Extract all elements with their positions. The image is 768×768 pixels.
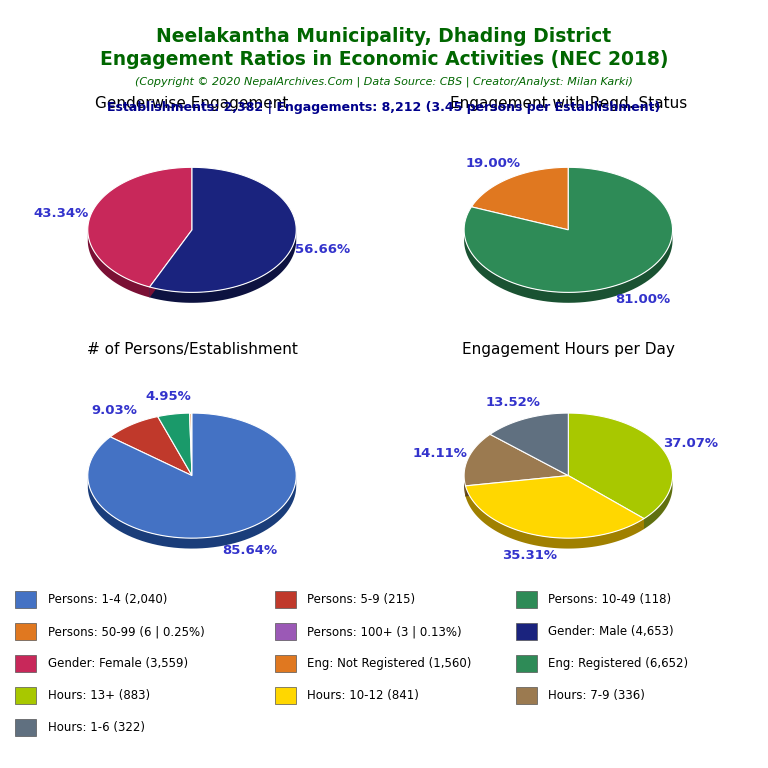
Text: Hours: 13+ (883): Hours: 13+ (883) [48,689,150,702]
FancyBboxPatch shape [15,687,36,704]
FancyBboxPatch shape [516,687,537,704]
Text: Eng: Registered (6,652): Eng: Registered (6,652) [548,657,688,670]
Text: 56.66%: 56.66% [295,243,350,256]
FancyBboxPatch shape [516,591,537,608]
Polygon shape [191,413,192,475]
Text: 35.31%: 35.31% [502,549,557,562]
FancyBboxPatch shape [15,655,36,672]
Polygon shape [150,230,192,297]
Title: Engagement Hours per Day: Engagement Hours per Day [462,342,675,357]
Polygon shape [157,413,192,475]
Text: Neelakantha Municipality, Dhading District: Neelakantha Municipality, Dhading Distri… [157,27,611,46]
Polygon shape [568,475,644,529]
FancyBboxPatch shape [516,623,537,641]
FancyBboxPatch shape [15,623,36,641]
Polygon shape [150,230,192,297]
Title: Genderwise Engagement: Genderwise Engagement [95,96,289,111]
FancyBboxPatch shape [15,719,36,736]
Polygon shape [150,230,192,297]
Text: 9.03%: 9.03% [91,404,137,417]
Text: Hours: 1-6 (322): Hours: 1-6 (322) [48,721,144,734]
Text: Persons: 50-99 (6 | 0.25%): Persons: 50-99 (6 | 0.25%) [48,625,204,638]
Text: Eng: Not Registered (1,560): Eng: Not Registered (1,560) [307,657,472,670]
Polygon shape [111,416,192,475]
Polygon shape [150,230,296,303]
Text: Persons: 5-9 (215): Persons: 5-9 (215) [307,593,415,606]
Text: 13.52%: 13.52% [486,396,541,409]
Text: Persons: 100+ (3 | 0.13%): Persons: 100+ (3 | 0.13%) [307,625,462,638]
Polygon shape [568,475,644,529]
FancyBboxPatch shape [516,655,537,672]
Polygon shape [464,231,673,303]
Polygon shape [465,475,568,496]
Polygon shape [464,476,465,496]
Text: Hours: 7-9 (336): Hours: 7-9 (336) [548,689,645,702]
Text: Persons: 1-4 (2,040): Persons: 1-4 (2,040) [48,593,167,606]
Polygon shape [464,167,673,293]
Polygon shape [88,231,150,297]
Text: Engagement Ratios in Economic Activities (NEC 2018): Engagement Ratios in Economic Activities… [100,50,668,69]
Text: 4.95%: 4.95% [145,390,191,403]
Polygon shape [465,475,568,496]
Text: Gender: Male (4,653): Gender: Male (4,653) [548,625,674,638]
Polygon shape [568,475,644,529]
Text: 19.00%: 19.00% [466,157,521,170]
Polygon shape [88,413,296,538]
Text: 81.00%: 81.00% [616,293,671,306]
Polygon shape [88,476,296,548]
Polygon shape [490,413,568,475]
Polygon shape [465,475,644,538]
FancyBboxPatch shape [275,591,296,608]
FancyBboxPatch shape [275,655,296,672]
Polygon shape [465,475,568,496]
Polygon shape [150,230,192,297]
Polygon shape [644,476,673,529]
Text: Gender: Female (3,559): Gender: Female (3,559) [48,657,187,670]
Text: 14.11%: 14.11% [412,447,468,460]
Text: 37.07%: 37.07% [664,438,718,451]
Polygon shape [465,486,644,548]
Text: (Copyright © 2020 NepalArchives.Com | Data Source: CBS | Creator/Analyst: Milan : (Copyright © 2020 NepalArchives.Com | Da… [135,77,633,88]
Polygon shape [568,475,644,529]
Polygon shape [150,167,296,293]
Text: Hours: 10-12 (841): Hours: 10-12 (841) [307,689,419,702]
Text: Persons: 10-49 (118): Persons: 10-49 (118) [548,593,671,606]
FancyBboxPatch shape [275,687,296,704]
Text: 43.34%: 43.34% [34,207,89,220]
FancyBboxPatch shape [275,623,296,641]
Polygon shape [464,435,568,486]
Polygon shape [88,167,192,287]
Title: # of Persons/Establishment: # of Persons/Establishment [87,342,297,357]
Text: Establishments: 2,382 | Engagements: 8,212 (3.45 persons per Establishment): Establishments: 2,382 | Engagements: 8,2… [108,101,660,114]
Title: Engagement with Regd. Status: Engagement with Regd. Status [450,96,687,111]
Polygon shape [472,167,568,230]
Polygon shape [190,413,192,475]
FancyBboxPatch shape [15,591,36,608]
Polygon shape [465,475,568,496]
Polygon shape [568,413,673,518]
Text: 85.64%: 85.64% [223,545,278,558]
